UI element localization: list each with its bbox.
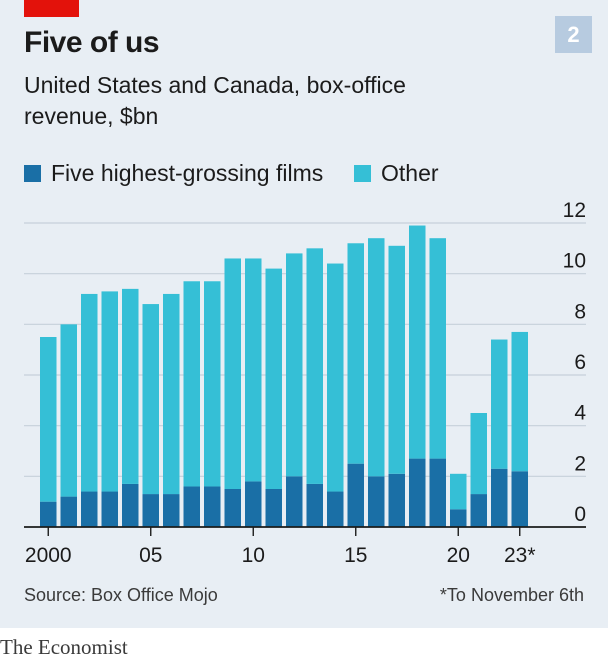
bars	[40, 225, 528, 527]
legend-item-five-highest: Five highest-grossing films	[24, 160, 323, 187]
bar-other-2010	[245, 258, 262, 482]
bar-five-highest-2015	[347, 463, 364, 527]
footnote: *To November 6th	[439, 585, 584, 605]
axes: 0 2 4 6 8 10 12 2000 05 10 15 20 23*	[24, 199, 586, 567]
bar-five-highest-2023	[511, 471, 528, 527]
bar-five-highest-2005	[142, 494, 159, 527]
bar-five-highest-2008	[204, 486, 221, 527]
bar-five-highest-2021	[470, 494, 487, 527]
x-tick-label-2000: 2000	[25, 544, 72, 567]
y-tick-label-12: 12	[563, 199, 586, 222]
legend-item-other: Other	[354, 160, 439, 187]
bar-other-2021	[470, 413, 487, 495]
bar-other-2006	[163, 293, 180, 495]
bar-other-2016	[368, 238, 385, 477]
legend-label-five-highest: Five highest-grossing films	[51, 160, 324, 186]
bar-five-highest-2019	[429, 458, 446, 527]
bar-five-highest-2017	[388, 473, 405, 527]
bar-five-highest-2010	[245, 481, 262, 527]
bar-five-highest-2000	[40, 501, 57, 527]
x-tick-label-2005: 05	[139, 544, 162, 567]
bar-five-highest-2012	[286, 476, 303, 527]
y-tick-label-6: 6	[574, 351, 586, 374]
chart-number-badge: 2	[555, 16, 592, 53]
bar-other-2017	[388, 245, 405, 474]
bar-five-highest-2018	[409, 458, 426, 527]
bar-other-2012	[286, 253, 303, 477]
x-tick-label-2015: 15	[344, 544, 367, 567]
bar-other-2001	[60, 324, 77, 497]
bar-five-highest-2016	[368, 476, 385, 527]
y-tick-label-4: 4	[574, 402, 586, 425]
bar-other-2019	[429, 238, 446, 459]
y-tick-label-0: 0	[574, 503, 586, 526]
brand-logo-text: The Economist	[0, 635, 128, 659]
bar-other-2011	[265, 268, 282, 489]
bar-other-2018	[409, 225, 426, 459]
bar-other-2002	[81, 293, 98, 492]
bar-five-highest-2020	[450, 509, 467, 527]
legend-swatch-other	[354, 165, 371, 182]
x-tick-label-2023: 23*	[504, 544, 536, 567]
bar-other-2000	[40, 337, 57, 502]
bar-other-2004	[122, 288, 139, 484]
bar-five-highest-2007	[183, 486, 200, 527]
bar-other-2005	[142, 304, 159, 495]
x-tick-label-2020: 20	[447, 544, 470, 567]
bar-other-2020	[450, 473, 467, 510]
bar-other-2007	[183, 281, 200, 487]
bar-five-highest-2011	[265, 489, 282, 527]
bar-other-2008	[204, 281, 221, 487]
legend-swatch-five-highest	[24, 165, 41, 182]
bar-other-2023	[511, 331, 528, 472]
y-tick-label-10: 10	[563, 250, 586, 273]
bar-five-highest-2001	[60, 496, 77, 527]
bar-chart: 0 2 4 6 8 10 12 2000 05 10 15 20 23*	[24, 199, 586, 567]
x-tick-label-2010: 10	[242, 544, 265, 567]
bar-five-highest-2009	[224, 489, 241, 527]
bar-five-highest-2003	[101, 491, 118, 527]
bar-other-2009	[224, 258, 241, 489]
bar-other-2003	[101, 291, 118, 492]
chart-title: Five of us	[24, 26, 160, 59]
bar-five-highest-2002	[81, 491, 98, 527]
brand-red-tag	[24, 0, 79, 17]
bar-five-highest-2022	[491, 468, 508, 527]
y-tick-label-2: 2	[574, 452, 586, 475]
bar-other-2014	[327, 263, 344, 492]
bar-five-highest-2013	[306, 483, 323, 527]
y-tick-label-8: 8	[574, 300, 586, 323]
chart-subtitle: United States and Canada, box-office rev…	[24, 72, 406, 129]
bar-other-2013	[306, 248, 323, 484]
bar-five-highest-2004	[122, 483, 139, 527]
legend-label-other: Other	[381, 160, 439, 186]
bar-five-highest-2006	[163, 494, 180, 527]
bar-five-highest-2014	[327, 491, 344, 527]
bar-other-2022	[491, 339, 508, 469]
source-note: Source: Box Office Mojo	[24, 585, 218, 605]
bar-other-2015	[347, 243, 364, 464]
